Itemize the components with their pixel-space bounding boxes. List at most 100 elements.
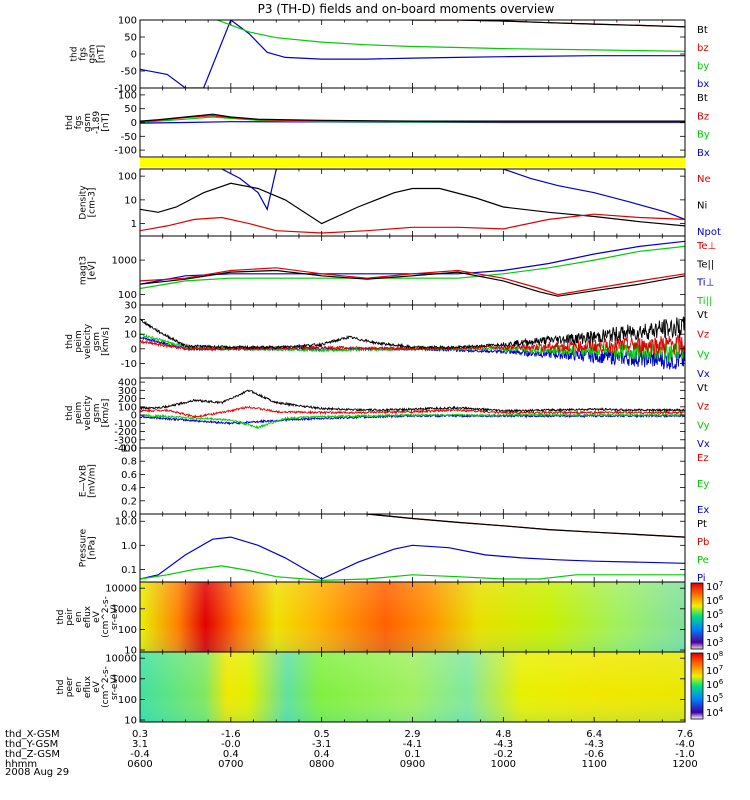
ytick-temp: 100 <box>118 290 137 301</box>
legend-temp-1: Te|| <box>696 259 714 270</box>
ytick-fgl: 50 <box>124 104 137 115</box>
colorbar-label: 106 <box>706 678 724 691</box>
ytick-velocity_e: 20 <box>124 315 137 326</box>
ylabel-fgl: thd <box>65 115 75 130</box>
ytick-elec_spec: 100 <box>118 695 137 706</box>
date-label: 2008 Aug 29 <box>5 767 69 778</box>
ephem-cell-z: -0.2 <box>494 749 514 760</box>
legend-fgs-2: by <box>697 61 709 72</box>
ytick-elec_spec: 10 <box>124 716 137 727</box>
legend-pressure-2: Pe <box>697 555 709 566</box>
ytick-efield: 1.0 <box>121 444 137 455</box>
legend-fgl-2: By <box>697 130 710 141</box>
ytick-temp: 1000 <box>112 256 137 267</box>
colorbar-label: 104 <box>706 622 724 635</box>
ephem-cell-z: 0.4 <box>314 749 330 760</box>
panel-temp: Te⊥ Te|| Ti⊥ Ti|| 1000 100 magt3 [eV] <box>79 235 716 307</box>
colorbar-label: 103 <box>706 636 723 649</box>
series-fgl-Bt <box>140 113 685 122</box>
ylabel-ion_spec: sr-eV) <box>110 604 120 630</box>
legend-efield-0: Ez <box>697 453 709 464</box>
ephemeris-table: thd_X-GSMthd_Y-GSMthd_Z-GSMhhmm0.33.1-0.… <box>5 729 698 770</box>
ephem-cell-y: -3.1 <box>312 739 332 750</box>
colorbar-label: 105 <box>706 692 723 705</box>
panel-fgs: Bt bz by bx 100 50 0 -50 -100 thd fgs gsm [nT] <box>70 16 710 95</box>
ytick-velocity_i: -200 <box>114 427 137 438</box>
ephem-cell-y: -4.3 <box>584 739 604 750</box>
ytick-density: 1 <box>131 219 137 230</box>
colorbar-label: 106 <box>706 594 724 607</box>
frame-pressure <box>139 513 686 583</box>
ylabel-efield: [mV/m] <box>88 464 98 498</box>
ytick-density: 10 <box>124 195 137 206</box>
legend-velocity_e-1: Vz <box>697 330 709 341</box>
ephem-cell-hhmm: 1100 <box>581 759 606 770</box>
colorbar-label: 108 <box>706 650 723 663</box>
ylabel-velocity_i: [km/s] <box>101 399 111 428</box>
ylabel-efield: E—VxB <box>79 465 89 497</box>
ytick-fgs: -50 <box>121 67 137 78</box>
ylabel-pressure: [nPa] <box>88 536 98 559</box>
panel-pressure: Pt Pb Pe Pi 10.0 1.0 0.1 Pressure [nPa] <box>79 513 709 584</box>
ytick-efield: 0.4 <box>121 483 137 494</box>
ephem-cell-hhmm: 1200 <box>672 759 697 770</box>
panel-velocity_e: Vt Vz Vy Vx 30 20 10 0 -10 thd peim velocity gsm [km/… <box>65 301 710 381</box>
series-pressure-Pt <box>367 514 685 538</box>
ephem-cell-z: 0.4 <box>223 749 239 760</box>
ylabel-pressure: Pressure <box>79 528 89 567</box>
ephem-cell-x: 4.8 <box>495 729 511 740</box>
ylabel-fgl: -1.89 <box>92 111 102 135</box>
ylabel-ion_spec: en <box>74 611 84 622</box>
ytick-efield: 0.2 <box>121 496 137 507</box>
ylabel-temp: [eV] <box>88 261 98 280</box>
ylabel-ion_spec: eflux <box>83 605 93 628</box>
ephem-cell-hhmm: 0800 <box>309 759 334 770</box>
ylabel-density: [cm-3] <box>88 188 98 218</box>
ephem-cell-y: -4.3 <box>494 739 514 750</box>
ylabel-velocity_e: [km/s] <box>101 327 111 356</box>
ytick-fgl: -100 <box>114 146 137 157</box>
ephem-row-label: thd_Y-GSM <box>5 739 58 750</box>
ylabel-fgs: fgs <box>79 47 89 61</box>
ylabel-velocity_i: gsm <box>92 403 102 422</box>
legend-velocity_e-2: Vy <box>697 349 710 360</box>
ephem-cell-x: 0.3 <box>132 729 148 740</box>
ytick-fgl: 0 <box>131 118 137 129</box>
ephem-cell-hhmm: 1000 <box>491 759 516 770</box>
yellow-status-bar <box>140 158 685 167</box>
legend-pressure-3: Pi <box>697 573 706 584</box>
ephem-cell-y: 3.1 <box>132 739 148 750</box>
ylabel-fgl: fgs <box>74 115 84 129</box>
ylabel-elec_spec: (cm^2-s- <box>101 666 111 708</box>
ephem-cell-hhmm: 0900 <box>400 759 425 770</box>
series-temp-Te|| <box>140 269 685 297</box>
ytick-efield: 0.0 <box>121 510 137 521</box>
ytick-velocity_i: 400 <box>118 378 137 389</box>
ylabel-temp: magt3 <box>79 256 89 285</box>
ephem-cell-y: -4.1 <box>403 739 423 750</box>
ylabel-elec_spec: eflux <box>83 675 93 698</box>
ephem-cell-hhmm: 0600 <box>127 759 152 770</box>
ylabel-elec_spec: eV <box>92 680 102 693</box>
frame-efield <box>139 447 686 515</box>
series-fgs-Bt <box>412 20 685 28</box>
series-velocity_e-Vz <box>140 334 685 356</box>
ytick-elec_spec: 1000 <box>112 674 137 685</box>
legend-fgl-1: Bz <box>697 111 709 122</box>
ylabel-velocity_i: velocity <box>83 395 93 431</box>
legend-fgs-1: bz <box>697 43 709 54</box>
panel-density: Ne Ni Npot 100 10 1 Density [cm-3] <box>79 168 721 238</box>
frame-fgs <box>139 19 686 89</box>
ytick-pressure: 1.0 <box>121 541 137 552</box>
legend-density-2: Npot <box>697 227 721 238</box>
ephem-row-label: thd_Z-GSM <box>5 749 60 760</box>
legend-fgs-3: bx <box>697 79 709 90</box>
ytick-pressure: 0.1 <box>121 565 137 576</box>
series-temp-Ti|| <box>140 245 685 290</box>
series-velocity_i-Vt <box>140 389 685 413</box>
colorbar-elec_spec <box>690 652 704 720</box>
ephem-cell-y: -4.0 <box>675 739 695 750</box>
ytick-velocity_i: -400 <box>114 444 137 455</box>
